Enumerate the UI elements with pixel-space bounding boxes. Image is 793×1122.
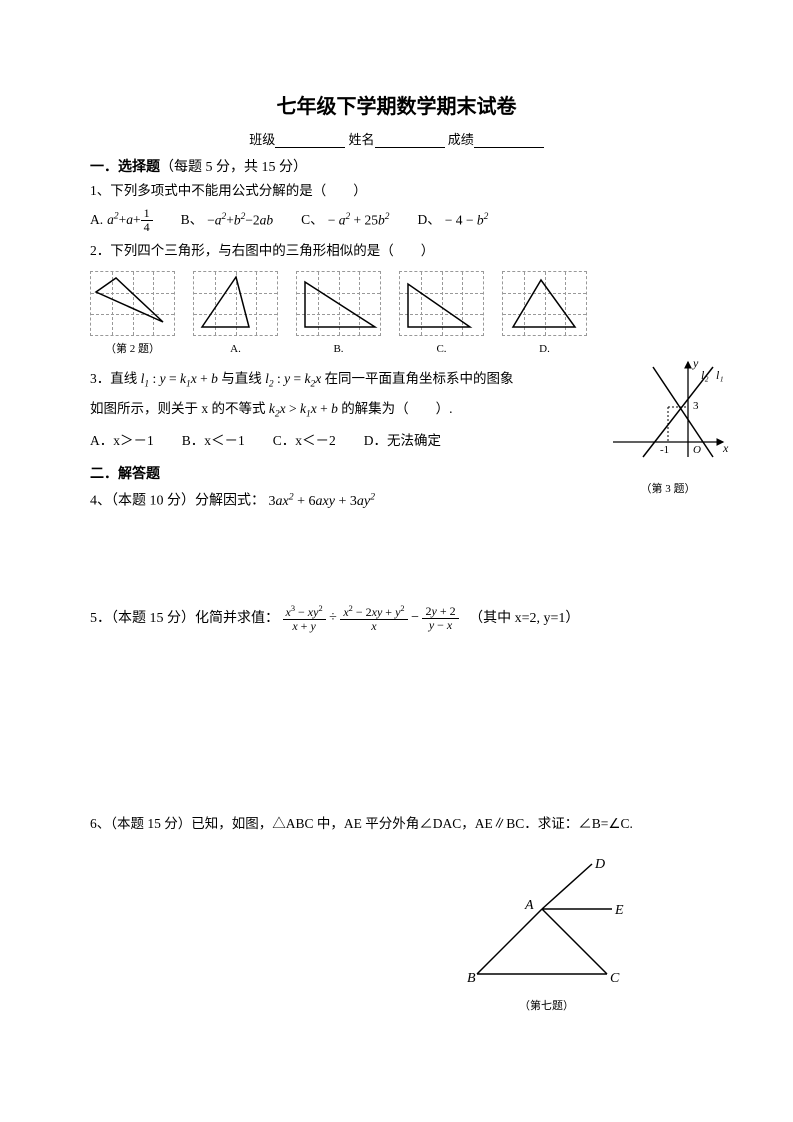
q1-b-math: −a2+b2−2ab (207, 209, 273, 232)
q1-opt-d: D、 − 4 − b2 (418, 209, 489, 232)
q3-line1b: 与直线 (221, 371, 265, 386)
q2-opt-b: B. (296, 271, 381, 359)
q6-D: D (594, 857, 605, 872)
page-title: 七年级下学期数学期末试卷 (90, 90, 703, 119)
q2-c-triangle (400, 272, 485, 337)
l1-tag: l₁ (716, 368, 724, 382)
q3-opt-d: D．无法确定 (364, 430, 441, 453)
q2-ref-grid (90, 271, 175, 336)
q6-figure: A B C D E （第七题） (390, 854, 703, 1015)
q6-E: E (614, 903, 624, 918)
q6-svg: A B C D E (457, 854, 637, 984)
q6-B: B (467, 971, 476, 984)
section1-title: 一．选择题 (90, 160, 160, 175)
q2-b-grid (296, 271, 381, 336)
q3-opt-c: C．x＜－2 (273, 430, 336, 453)
q1-opt-a: A. a2+a+14 (90, 207, 153, 234)
q2-ref-figure: （第 2 题） (90, 271, 175, 359)
q3-line1a: 3．直线 (90, 371, 141, 386)
q1-options: A. a2+a+14 B、 −a2+b2−2ab C、 − a2 + 25b2 … (90, 207, 703, 234)
q3-graph: y x O -1 3 l₂ l₁ （第 3 题） (603, 357, 733, 498)
q2-c-grid (399, 271, 484, 336)
q3-caption: （第 3 题） (603, 480, 733, 499)
q1-d-math: − 4 − b2 (445, 209, 489, 232)
header-line: 班级 姓名 成绩 (90, 129, 703, 148)
q2-opt-c: C. (399, 271, 484, 359)
name-blank[interactable] (375, 132, 445, 148)
q2-b-label: B. (296, 340, 381, 359)
q3-text: 3．直线 l1 : y = k1x + b 与直线 l2 : y = k2x 在… (90, 365, 530, 424)
q1-opt-c: C、 − a2 + 25b2 (301, 209, 389, 232)
q4-prefix: 4、（本题 10 分）分解因式： (90, 494, 265, 509)
class-blank[interactable] (275, 132, 345, 148)
q1-b-label: B、 (181, 209, 204, 232)
x-axis-label: x (722, 441, 729, 455)
q3-opt-b: B．x＜－1 (182, 430, 245, 453)
q1-text: 1、下列多项式中不能用公式分解的是（ ） (90, 180, 703, 203)
q1-c-math: − a2 + 25b2 (328, 209, 390, 232)
origin-label: O (693, 444, 701, 456)
q2-d-triangle (503, 272, 588, 337)
section1-note: （每题 5 分，共 15 分） (160, 160, 307, 175)
q2-a-grid (193, 271, 278, 336)
name-label: 姓名 (348, 132, 374, 147)
question-2: 2．下列四个三角形，与右图中的三角形相似的是（ ） （第 2 题） A. (90, 240, 703, 359)
q2-a-label: A. (193, 340, 278, 359)
q2-opt-a: A. (193, 271, 278, 359)
q3-axes-svg: y x O -1 3 l₂ l₁ (603, 357, 733, 467)
class-label: 班级 (249, 132, 275, 147)
question-5: 5．（本题 15 分）化简并求值： x3 − xy2x + y ÷ x2 − 2… (90, 604, 703, 633)
score-label: 成绩 (448, 132, 474, 147)
q2-a-triangle (194, 272, 279, 337)
q3-opt-a: A．x＞－1 (90, 430, 154, 453)
q3-l1: l1 : y = k1x + b (141, 371, 218, 386)
q5-expr: x3 − xy2x + y ÷ x2 − 2xy + y2x − 2y + 2y… (283, 610, 463, 625)
y-axis-label: y (692, 357, 699, 370)
three-label: 3 (693, 400, 699, 412)
q3-l2: l2 : y = k2x (265, 371, 321, 386)
q5-prefix: 5．（本题 15 分）化简并求值： (90, 610, 279, 625)
q2-text: 2．下列四个三角形，与右图中的三角形相似的是（ ） (90, 240, 703, 263)
q2-grids: （第 2 题） A. B. C. (90, 271, 703, 359)
q3-line2b: 的解集为（ ）. (341, 401, 452, 416)
q4-expr: 3ax2 + 6axy + 3ay2 (269, 494, 376, 509)
q1-a-math: a2+a+14 (107, 207, 152, 234)
score-blank[interactable] (474, 132, 544, 148)
q6-A: A (524, 898, 534, 913)
q2-d-grid (502, 271, 587, 336)
l2-tag: l₂ (701, 368, 709, 382)
q6-text: 6、（本题 15 分）已知，如图，△ABC 中，AE 平分外角∠DAC，AE∥B… (90, 813, 703, 836)
q6-caption: （第七题） (390, 997, 703, 1016)
question-6: 6、（本题 15 分）已知，如图，△ABC 中，AE 平分外角∠DAC，AE∥B… (90, 813, 703, 1015)
section1-heading: 一．选择题（每题 5 分，共 15 分） (90, 156, 703, 176)
q3-line1c: 在同一平面直角坐标系中的图象 (325, 371, 514, 386)
q6-C: C (610, 971, 620, 984)
neg1-label: -1 (660, 444, 669, 456)
q1-a-label: A. (90, 209, 103, 232)
q3-ineq: k2x > k1x + b (269, 401, 338, 416)
q2-opt-d: D. (502, 271, 587, 359)
q1-d-label: D、 (418, 209, 441, 232)
q2-b-triangle (297, 272, 382, 337)
q2-d-label: D. (502, 340, 587, 359)
question-3: 3．直线 l1 : y = k1x + b 与直线 l2 : y = k2x 在… (90, 365, 703, 453)
q2-ref-triangle (91, 272, 176, 337)
q5-tail: （其中 x=2, y=1） (469, 610, 579, 625)
q2-c-label: C. (399, 340, 484, 359)
q1-opt-b: B、 −a2+b2−2ab (181, 209, 274, 232)
q1-c-label: C、 (301, 209, 324, 232)
question-1: 1、下列多项式中不能用公式分解的是（ ） A. a2+a+14 B、 −a2+b… (90, 180, 703, 234)
q3-line2a: 如图所示，则关于 x 的不等式 (90, 401, 269, 416)
q2-ref-caption: （第 2 题） (90, 340, 175, 359)
